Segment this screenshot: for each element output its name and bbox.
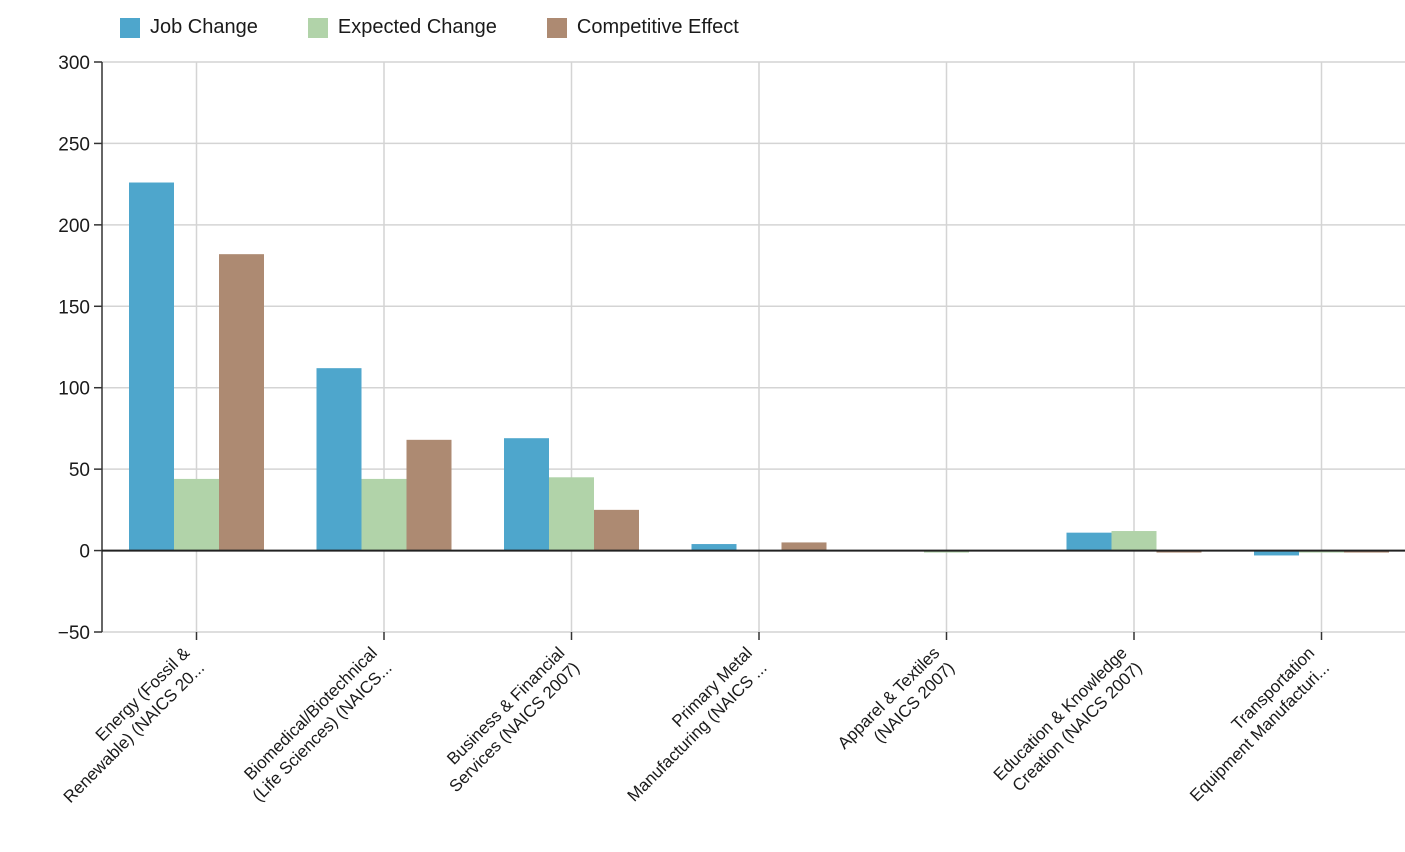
y-tick-label: 100 [58, 379, 90, 400]
bars [129, 182, 1389, 556]
bar-job-change [691, 544, 737, 551]
y-tick-label: 0 [79, 542, 90, 563]
x-category-label-line: Services (NAICS 2007) [445, 658, 583, 796]
legend-item[interactable]: Job Change [120, 16, 258, 39]
x-category-label-line: Equipment Manufacturi... [1186, 658, 1333, 805]
legend-swatch [120, 17, 140, 38]
y-tick-label: 250 [58, 134, 90, 155]
legend-label: Competitive Effect [576, 16, 739, 38]
x-category-label: Biomedical/Biotechnical(Life Sciences) (… [240, 643, 396, 805]
x-category-label-line: Business & Financial [443, 643, 568, 768]
y-tick-label: 50 [69, 460, 90, 481]
x-category-labels: Energy (Fossil &Renewable) (NAICS 20... B… [60, 643, 1333, 807]
x-category-label: Energy (Fossil &Renewable) (NAICS 20... [60, 643, 208, 807]
legend-label: Job Change [150, 16, 258, 38]
x-category-label-line: Creation (NAICS 2007) [1009, 658, 1146, 795]
x-category-label-line: Manufacturing (NAICS ... [624, 658, 771, 805]
y-tick-label: 200 [58, 216, 90, 237]
x-category-label-line: Education & Knowledge [990, 643, 1131, 784]
x-category-label-line: Biomedical/Biotechnical [240, 643, 380, 783]
bar-job-change [316, 368, 362, 551]
x-category-label: Apparel & Textiles(NAICS 2007) [834, 643, 958, 752]
y-tick-label: −50 [58, 623, 90, 644]
bar-competitive-effect [406, 439, 452, 551]
bar-job-change [1066, 532, 1112, 551]
legend-item[interactable]: Expected Change [307, 16, 497, 39]
axes [94, 61, 1405, 640]
bar-job-change [504, 438, 549, 551]
grid-lines [102, 61, 1405, 633]
y-tick-label: 300 [58, 53, 90, 74]
bar-job-change [1254, 550, 1299, 556]
legend-swatch [307, 17, 328, 38]
bar-competitive-effect [781, 542, 827, 551]
bar-expected-change [1111, 531, 1157, 551]
bar-expected-change [361, 478, 407, 551]
bar-job-change [129, 182, 174, 551]
bar-expected-change [174, 478, 219, 551]
bar-competitive-effect [594, 509, 639, 551]
legend-swatch [546, 17, 567, 38]
y-tick-labels: 300 250 200 150 100 50 0 −50 [58, 53, 90, 644]
x-category-label-line: (Life Sciences) (NAICS... [249, 658, 396, 805]
legend-item[interactable]: Competitive Effect [546, 16, 739, 39]
y-tick-label: 150 [58, 297, 90, 318]
bar-expected-change [549, 477, 594, 551]
legend-label: Expected Change [337, 16, 497, 38]
chart-legend: Job Change Expected Change Competitive Eff… [120, 16, 789, 39]
x-category-label-line: Renewable) (NAICS 20... [60, 658, 208, 806]
bar-competitive-effect [219, 254, 264, 551]
